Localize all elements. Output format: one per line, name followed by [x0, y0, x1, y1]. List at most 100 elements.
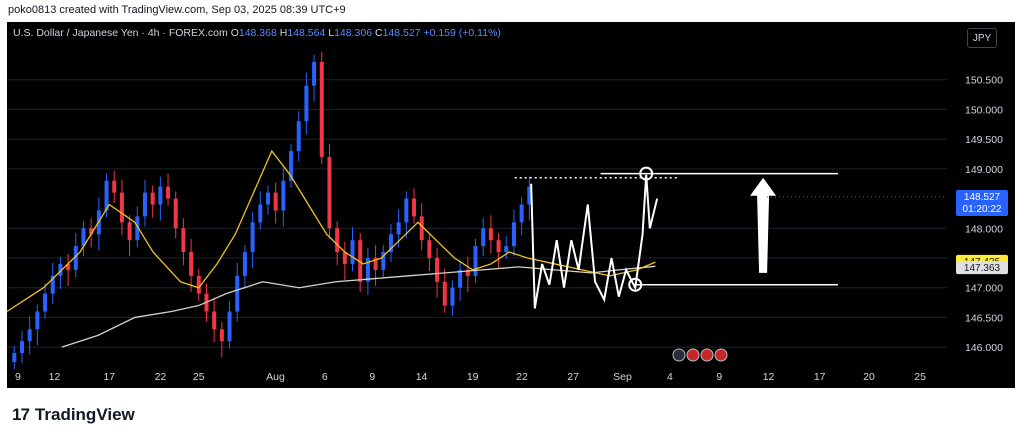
low-value: 148.306 — [334, 27, 373, 39]
candle-body — [442, 281, 447, 306]
candle-body — [150, 192, 155, 205]
low-label: L — [328, 27, 335, 39]
candle-body — [473, 246, 478, 276]
price-tag — [956, 261, 1008, 275]
candle-body — [119, 192, 124, 223]
candle-body — [304, 85, 309, 122]
candle-body — [43, 293, 48, 312]
x-tick-label: 9 — [15, 371, 21, 383]
candle-body — [335, 228, 340, 253]
candle-body — [496, 240, 501, 253]
candle-body — [412, 198, 417, 217]
chart-area[interactable]: 150.500150.000149.500149.000148.000147.5… — [7, 22, 1015, 388]
x-tick-label: 27 — [567, 371, 579, 383]
candle-body — [227, 311, 232, 342]
ma-fast-line — [7, 149, 656, 313]
candle-body — [388, 234, 393, 253]
x-tick-label: 14 — [416, 371, 428, 383]
x-tick-label: 17 — [103, 371, 115, 383]
y-tick-label: 146.000 — [965, 342, 1003, 354]
close-value: 148.527 — [382, 27, 421, 39]
x-tick-label: 19 — [467, 371, 479, 383]
tradingview-logo[interactable]: 17 TradingView — [12, 405, 135, 425]
candle-body — [281, 180, 286, 211]
candle-body — [73, 246, 78, 270]
currency-button[interactable]: JPY — [967, 28, 997, 48]
price-chart[interactable]: 150.500150.000149.500149.000148.000147.5… — [7, 22, 1015, 388]
candle-body — [273, 192, 278, 211]
x-tick-label: Sep — [613, 371, 632, 383]
candle-body — [312, 61, 317, 86]
economic-event-icon — [672, 348, 686, 362]
economic-event-icon — [686, 348, 700, 362]
y-tick-label: 150.500 — [965, 75, 1003, 87]
x-tick-label: 4 — [667, 371, 673, 383]
candle-body — [319, 61, 324, 157]
candle-body — [135, 216, 140, 241]
candle-body — [427, 240, 432, 258]
x-tick-label: 22 — [155, 371, 167, 383]
x-tick-label: 20 — [863, 371, 875, 383]
candle-body — [196, 275, 201, 294]
x-tick-label: 12 — [49, 371, 61, 383]
change-value: +0.159 (+0.11%) — [423, 27, 501, 39]
candle-body — [12, 353, 17, 362]
candle-body — [289, 151, 294, 181]
candle-body — [458, 269, 463, 288]
price-tag-label: 148.527 — [964, 192, 1001, 203]
candle-body — [89, 228, 94, 235]
economic-event-icon — [700, 348, 714, 362]
y-tick-label: 149.000 — [965, 164, 1003, 176]
y-tick-label: 146.500 — [965, 312, 1003, 324]
candle-body — [481, 228, 486, 247]
candle-body — [527, 186, 532, 205]
price-tag-label: 147.363 — [964, 263, 1001, 274]
countdown-label: 01:20:22 — [963, 204, 1002, 215]
candle-body — [219, 329, 224, 342]
candle-body — [350, 240, 355, 264]
candle-body — [365, 258, 370, 282]
high-label: H — [279, 27, 288, 39]
candle-body — [250, 222, 255, 253]
candle-body — [212, 311, 217, 330]
close-label: C — [374, 27, 383, 39]
candle-body — [142, 192, 147, 217]
candle-body — [419, 216, 424, 241]
candle-body — [519, 204, 524, 223]
candle-body — [173, 198, 178, 229]
candle-body — [435, 258, 440, 282]
y-tick-label: 148.000 — [965, 223, 1003, 235]
open-value: 148.368 — [238, 27, 277, 39]
candle-body — [404, 198, 409, 223]
chart-legend: U.S. Dollar / Japanese Yen · 4h · FOREX.… — [13, 27, 501, 39]
candle-body — [465, 269, 470, 276]
candle-body — [181, 228, 186, 253]
candle-body — [396, 222, 401, 235]
x-tick-label: 9 — [716, 371, 722, 383]
brand-name: TradingView — [34, 405, 135, 424]
candle-body — [511, 222, 516, 247]
y-tick-label: 150.000 — [965, 104, 1003, 116]
x-tick-label: 22 — [516, 371, 528, 383]
candle-body — [166, 186, 171, 199]
candle-body — [112, 180, 117, 193]
candle-body — [296, 121, 301, 152]
symbol-title: U.S. Dollar / Japanese Yen · 4h · FOREX.… — [13, 27, 228, 39]
candle-body — [265, 192, 270, 205]
candle-body — [104, 180, 109, 211]
open-label: O — [230, 27, 239, 39]
x-tick-label: Aug — [266, 371, 285, 383]
candle-body — [158, 186, 163, 205]
candle-body — [66, 263, 71, 270]
y-tick-label: 149.500 — [965, 134, 1003, 146]
x-tick-label: 25 — [193, 371, 205, 383]
level-marker-circle — [628, 277, 643, 292]
price-tag — [956, 189, 1008, 216]
candle-body — [235, 275, 240, 312]
candle-body — [81, 228, 86, 247]
candle-body — [327, 156, 332, 229]
candle-body — [488, 228, 493, 241]
candle-body — [258, 204, 263, 223]
projection-zigzag — [530, 174, 659, 309]
y-tick-label: 147.000 — [965, 283, 1003, 295]
